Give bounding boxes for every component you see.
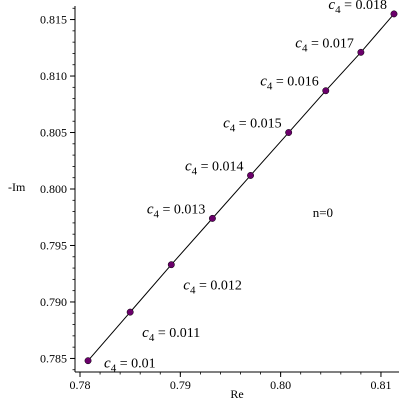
point-label: c4 = 0.018 [328, 0, 387, 16]
x-axis-label: Re [230, 387, 243, 401]
point-label-subscript: 4 [111, 363, 117, 375]
x-tick-label: 0.80 [270, 378, 291, 392]
point-label: c4 = 0.015 [223, 116, 282, 135]
data-point [322, 87, 330, 95]
data-point [390, 10, 398, 18]
point-label-symbol: c [185, 158, 192, 174]
data-point [126, 308, 134, 316]
point-label-value: = 0.012 [195, 279, 241, 294]
data-point [84, 357, 92, 365]
point-label-symbol: c [295, 35, 302, 51]
point-label-symbol: c [147, 201, 154, 217]
axes: 0.78 0.79 0.80 0.81 0.785 0.790 0.795 0.800 0.80… [40, 6, 399, 392]
point-label-value: = 0.018 [341, 0, 387, 13]
point-label-symbol: c [104, 356, 111, 372]
x-tick-label: 0.81 [370, 378, 391, 392]
y-tick-label: 0.795 [40, 238, 67, 252]
point-label: c4 = 0.014 [185, 158, 244, 177]
point-label: c4 = 0.01 [104, 356, 156, 375]
y-tick-label: 0.785 [40, 351, 67, 365]
point-label-symbol: c [142, 325, 149, 341]
point-label-value: = 0.011 [154, 326, 200, 341]
point-label: c4 = 0.017 [295, 35, 354, 54]
series-line [87, 13, 395, 362]
y-tick-label: 0.810 [40, 69, 67, 83]
point-label-subscript: 4 [267, 81, 273, 93]
annotation-n: n=0 [313, 205, 333, 220]
x-tick-label: 0.79 [170, 378, 191, 392]
data-point [357, 48, 365, 56]
x-tick-label: 0.78 [70, 378, 91, 392]
point-label-symbol: c [328, 0, 335, 13]
point-label-subscript: 4 [154, 208, 160, 220]
point-label-value: = 0.01 [116, 357, 155, 372]
point-label-subscript: 4 [335, 4, 341, 16]
data-point [247, 171, 254, 179]
point-label: c4 = 0.011 [142, 325, 200, 344]
point-label-subscript: 4 [230, 123, 236, 135]
data-point [208, 214, 216, 222]
point-label-value: = 0.017 [307, 36, 353, 51]
point-label-value: = 0.014 [197, 159, 243, 174]
data-point [167, 261, 175, 269]
point-label-symbol: c [223, 116, 230, 132]
point-label-subscript: 4 [149, 332, 155, 344]
y-tick-label: 0.790 [40, 295, 67, 309]
point-label-value: = 0.016 [272, 75, 318, 90]
point-label-subscript: 4 [302, 42, 308, 54]
point-label-value: = 0.013 [159, 202, 205, 217]
series [84, 10, 398, 365]
point-label-subscript: 4 [192, 165, 198, 177]
y-tick-label: 0.805 [40, 126, 67, 140]
point-label-value: = 0.015 [235, 117, 281, 132]
point-label: c4 = 0.016 [260, 74, 319, 93]
y-tick-label: 0.800 [40, 182, 67, 196]
point-label: c4 = 0.012 [183, 278, 242, 297]
point-label-subscript: 4 [190, 285, 196, 297]
point-label-symbol: c [260, 74, 267, 90]
data-point [285, 129, 293, 136]
y-axis-label: -Im [8, 180, 26, 194]
point-label: c4 = 0.013 [147, 201, 206, 220]
point-label-symbol: c [183, 278, 190, 294]
y-tick-label: 0.815 [40, 13, 67, 27]
